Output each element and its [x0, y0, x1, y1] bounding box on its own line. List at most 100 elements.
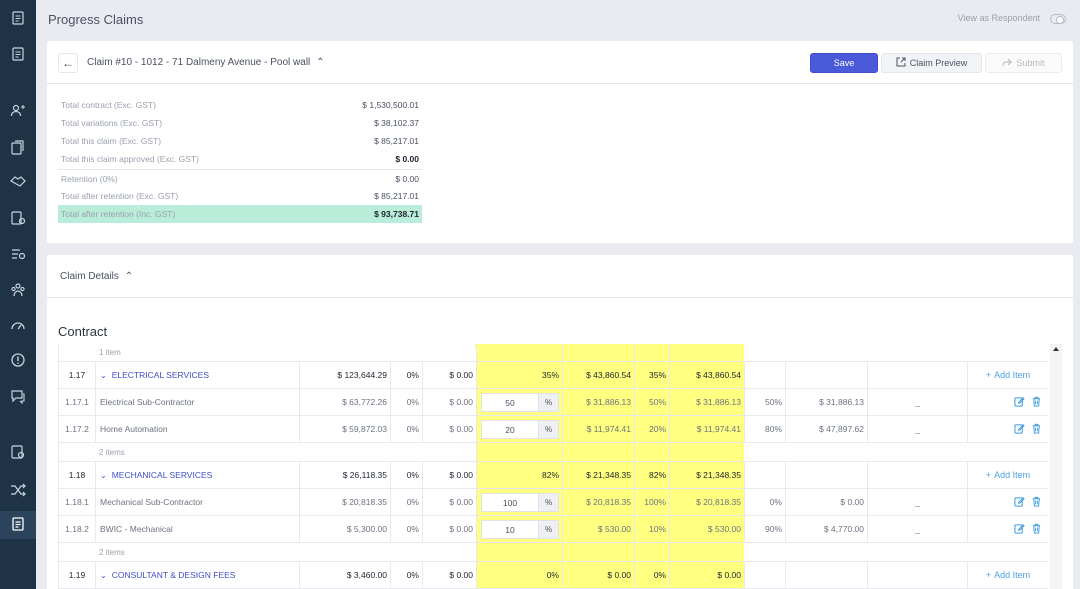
submit-label: Submit — [1016, 58, 1045, 68]
contract-value: $ 26,118.35 — [299, 462, 390, 488]
claim-amount: $ 43,860.54 — [562, 362, 634, 388]
note-cell: _ — [867, 489, 967, 515]
claim-highlight-cell — [669, 344, 744, 361]
alert-icon[interactable] — [8, 350, 28, 370]
claim-percent-input[interactable]: 10 — [481, 520, 539, 539]
claim-percent-cell: 50% — [476, 389, 562, 415]
remaining-amount — [785, 462, 867, 488]
group-name-toggle[interactable]: ⌄ MECHANICAL SERVICES — [95, 462, 299, 488]
item-name: Mechanical Sub-Contractor — [95, 489, 299, 515]
approved-amount: $ 21,348.35 — [669, 462, 744, 488]
claim-percent-cell: 20% — [476, 416, 562, 442]
row-number: 1.18 — [58, 462, 95, 488]
claim-amount: $ 20,818.35 — [562, 489, 634, 515]
row-number: 1.17.2 — [58, 416, 95, 442]
list-settings-icon[interactable] — [8, 244, 28, 264]
previous-percent: 0% — [390, 362, 422, 388]
row-number: 1.19 — [58, 562, 95, 588]
claim-highlight-cell — [562, 344, 634, 361]
claim-percent-cell: 100% — [476, 489, 562, 515]
table-scrollbar[interactable] — [1050, 344, 1062, 589]
external-link-icon — [896, 57, 906, 69]
claim-percent-input[interactable]: 20 — [481, 420, 539, 439]
scroll-up-arrow-icon[interactable] — [1053, 347, 1059, 351]
trash-icon[interactable] — [1031, 523, 1042, 536]
note-cell: _ — [867, 389, 967, 415]
claim-amount: $ 11,974.41 — [562, 416, 634, 442]
previous-amount: $ 0.00 — [422, 462, 476, 488]
row-number-cell — [58, 443, 95, 461]
claim-preview-button[interactable]: Claim Preview — [881, 53, 982, 73]
group-name: MECHANICAL SERVICES — [111, 470, 213, 480]
shuffle-icon[interactable] — [8, 480, 28, 500]
group-name-toggle[interactable]: ⌄ ELECTRICAL SERVICES — [95, 362, 299, 388]
trash-icon[interactable] — [1031, 423, 1042, 436]
trash-icon[interactable] — [1031, 396, 1042, 409]
approved-amount: $ 20,818.35 — [669, 489, 744, 515]
documents-icon[interactable] — [8, 137, 28, 157]
edit-icon[interactable] — [1014, 423, 1025, 436]
contract-value: $ 3,460.00 — [299, 562, 390, 588]
contract-value: $ 20,818.35 — [299, 489, 390, 515]
percent-suffix: % — [539, 493, 559, 512]
item-row: 1.18.2 BWIC - Mechanical $ 5,300.00 0% $ 0.0… — [58, 516, 1048, 543]
users-icon[interactable] — [8, 100, 28, 120]
plus-icon: + — [985, 370, 992, 380]
contract-value: $ 63,772.26 — [299, 389, 390, 415]
previous-percent: 0% — [390, 462, 422, 488]
chevron-down-icon: ⌄ — [100, 370, 107, 380]
submit-button[interactable]: Submit — [985, 53, 1062, 73]
handshake-icon[interactable] — [8, 172, 28, 192]
note-cell: _ — [867, 516, 967, 542]
back-button[interactable]: ← — [58, 53, 78, 73]
summary-label: Total this claim (Exc. GST) — [61, 136, 162, 146]
row-actions — [1014, 423, 1042, 436]
remaining-amount: $ 4,770.00 — [785, 516, 867, 542]
item-count-row: 2 items — [58, 443, 1048, 462]
add-item-button[interactable]: + Add Item — [986, 470, 1030, 480]
summary-label: Total this claim approved (Exc. GST) — [61, 154, 199, 164]
add-item-cell: + Add Item — [967, 362, 1048, 388]
claim-details-header[interactable]: Claim Details ⌃ — [47, 255, 1073, 298]
note-cell — [867, 562, 967, 588]
claim-title[interactable]: Claim #10 - 1012 - 71 Dalmeny Avenue - P… — [87, 57, 324, 68]
item-row: 1.18.1 Mechanical Sub-Contractor $ 20,818.… — [58, 489, 1048, 516]
item-count-row: 2 items — [58, 543, 1048, 562]
group-name-toggle[interactable]: ⌄ CONSULTANT & DESIGN FEES — [95, 562, 299, 588]
summary-row: Total this claim approved (Exc. GST) $ 0.… — [58, 150, 422, 168]
add-item-button[interactable]: + Add Item — [986, 570, 1030, 580]
add-item-button[interactable]: + Add Item — [986, 370, 1030, 380]
speedometer-icon[interactable] — [8, 315, 28, 335]
summary-value: $ 85,217.01 — [374, 136, 419, 146]
claims-icon[interactable] — [8, 514, 28, 534]
row-number: 1.17 — [58, 362, 95, 388]
summary-label: Total contract (Exc. GST) — [61, 100, 156, 110]
claim-percent-input[interactable]: 50 — [481, 393, 539, 412]
document-list-icon[interactable] — [8, 8, 28, 28]
document-list-icon[interactable] — [8, 44, 28, 64]
summary-row: Retention (0%) $ 0.00 — [58, 169, 422, 187]
edit-icon[interactable] — [1014, 523, 1025, 536]
contract-value: $ 5,300.00 — [299, 516, 390, 542]
remaining-percent: 80% — [744, 416, 785, 442]
percent-suffix: % — [539, 420, 559, 439]
messages-icon[interactable] — [8, 386, 28, 406]
percent-suffix: % — [539, 393, 559, 412]
edit-icon[interactable] — [1014, 396, 1025, 409]
item-count-label: 2 items — [99, 447, 125, 457]
claim-preview-label: Claim Preview — [909, 58, 968, 68]
claim-percent-input[interactable]: 100 — [481, 493, 539, 512]
contract-value: $ 59,872.03 — [299, 416, 390, 442]
team-icon[interactable] — [8, 280, 28, 300]
document-settings-icon[interactable] — [8, 208, 28, 228]
remaining-amount: $ 31,886.13 — [785, 389, 867, 415]
previous-percent: 0% — [390, 389, 422, 415]
trash-icon[interactable] — [1031, 496, 1042, 509]
summary-row: Total this claim (Exc. GST) $ 85,217.01 — [58, 132, 422, 150]
respondent-toggle[interactable] — [1050, 14, 1066, 24]
certificate-icon[interactable] — [8, 442, 28, 462]
edit-icon[interactable] — [1014, 496, 1025, 509]
add-item-label: Add Item — [994, 370, 1031, 380]
save-button[interactable]: Save — [810, 53, 878, 73]
row-number-cell — [58, 543, 95, 561]
